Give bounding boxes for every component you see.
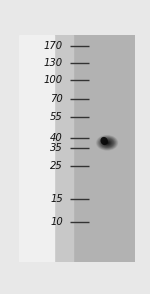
Text: 15: 15 bbox=[50, 194, 63, 204]
Ellipse shape bbox=[95, 135, 119, 151]
Ellipse shape bbox=[97, 136, 117, 150]
Ellipse shape bbox=[96, 135, 118, 151]
Bar bbox=[19, 35, 73, 262]
Text: 40: 40 bbox=[50, 133, 63, 143]
Ellipse shape bbox=[104, 140, 111, 145]
Ellipse shape bbox=[103, 140, 111, 146]
Text: 70: 70 bbox=[50, 94, 63, 104]
Ellipse shape bbox=[102, 140, 112, 146]
Text: 100: 100 bbox=[44, 75, 63, 85]
Text: 25: 25 bbox=[50, 161, 63, 171]
Text: 55: 55 bbox=[50, 112, 63, 122]
Ellipse shape bbox=[97, 136, 118, 150]
Ellipse shape bbox=[102, 139, 112, 147]
Ellipse shape bbox=[106, 142, 108, 144]
Ellipse shape bbox=[103, 140, 111, 146]
Text: 35: 35 bbox=[50, 143, 63, 153]
Ellipse shape bbox=[100, 138, 114, 147]
Ellipse shape bbox=[101, 138, 113, 147]
Ellipse shape bbox=[105, 141, 109, 144]
Text: 130: 130 bbox=[44, 58, 63, 68]
Text: 170: 170 bbox=[44, 41, 63, 51]
Ellipse shape bbox=[105, 141, 110, 144]
Ellipse shape bbox=[96, 135, 118, 151]
Ellipse shape bbox=[102, 139, 112, 146]
Ellipse shape bbox=[100, 138, 114, 148]
Text: 10: 10 bbox=[50, 217, 63, 227]
Ellipse shape bbox=[98, 136, 116, 149]
Ellipse shape bbox=[100, 138, 114, 148]
Bar bbox=[19, 35, 54, 262]
Ellipse shape bbox=[99, 137, 115, 148]
Ellipse shape bbox=[104, 141, 110, 145]
Ellipse shape bbox=[104, 141, 110, 145]
Ellipse shape bbox=[106, 142, 108, 143]
Ellipse shape bbox=[99, 137, 115, 148]
Ellipse shape bbox=[106, 142, 109, 144]
Ellipse shape bbox=[100, 137, 108, 145]
Ellipse shape bbox=[98, 136, 116, 149]
Ellipse shape bbox=[99, 137, 116, 149]
Ellipse shape bbox=[97, 136, 117, 150]
Ellipse shape bbox=[101, 139, 113, 147]
